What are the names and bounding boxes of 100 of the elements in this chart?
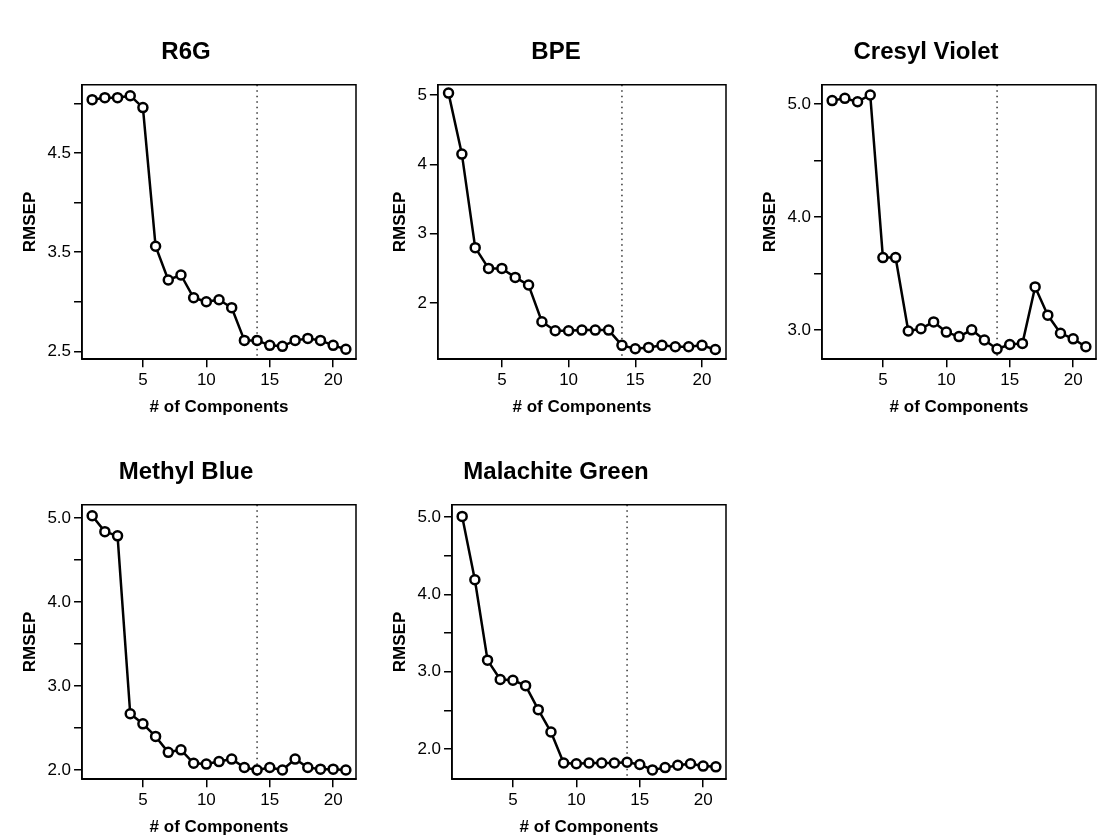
point bbox=[629, 343, 642, 355]
point bbox=[1016, 337, 1029, 350]
x-tick-label: 20 bbox=[323, 370, 343, 390]
y-tick-label: 3.5 bbox=[47, 241, 72, 261]
point bbox=[634, 758, 646, 771]
point bbox=[549, 325, 561, 337]
point bbox=[536, 316, 548, 328]
y-axis-title: RMSEP bbox=[19, 191, 39, 253]
point bbox=[496, 262, 508, 275]
point bbox=[522, 279, 535, 291]
y-tick-label: 5.0 bbox=[787, 93, 812, 113]
point bbox=[200, 295, 213, 308]
x-axis-title: # of Components bbox=[149, 397, 289, 417]
point bbox=[99, 525, 111, 538]
y-tick-label: 4.0 bbox=[417, 584, 442, 604]
point bbox=[314, 763, 327, 775]
point bbox=[482, 262, 495, 275]
point bbox=[589, 324, 602, 336]
point bbox=[327, 763, 339, 775]
point bbox=[545, 726, 557, 738]
point bbox=[187, 292, 200, 304]
point bbox=[646, 764, 659, 776]
point bbox=[696, 339, 708, 352]
y-tick-label: 5.0 bbox=[47, 507, 72, 527]
point bbox=[1029, 281, 1041, 293]
point bbox=[111, 91, 124, 104]
point bbox=[340, 764, 352, 776]
point bbox=[264, 761, 276, 774]
point bbox=[225, 301, 238, 314]
point bbox=[509, 271, 521, 284]
x-tick-label: 15 bbox=[625, 370, 645, 390]
point bbox=[978, 334, 991, 346]
point bbox=[682, 340, 695, 353]
point bbox=[456, 510, 468, 523]
point bbox=[162, 274, 175, 286]
point bbox=[851, 95, 864, 108]
x-tick-label: 20 bbox=[323, 790, 343, 810]
x-axis-title: # of Components bbox=[889, 397, 1029, 417]
point bbox=[124, 708, 136, 720]
point bbox=[991, 343, 1003, 355]
x-tick-label: 5 bbox=[508, 790, 518, 810]
point bbox=[1067, 333, 1079, 345]
point bbox=[340, 343, 352, 356]
point bbox=[570, 757, 583, 770]
y-tick-label: 4.5 bbox=[47, 142, 72, 162]
point bbox=[826, 94, 838, 107]
point bbox=[238, 761, 251, 774]
point bbox=[124, 89, 136, 102]
point bbox=[1042, 309, 1054, 321]
x-tick-label: 5 bbox=[138, 790, 148, 810]
point bbox=[576, 324, 588, 336]
x-axis-title: # of Components bbox=[512, 397, 652, 417]
point bbox=[1004, 338, 1016, 351]
point bbox=[669, 340, 682, 353]
point bbox=[1080, 341, 1092, 353]
point bbox=[481, 654, 494, 666]
point bbox=[314, 334, 327, 347]
chart-title: Cresyl Violet bbox=[853, 37, 999, 65]
point bbox=[456, 148, 468, 160]
point bbox=[149, 730, 162, 743]
point bbox=[927, 316, 940, 328]
point bbox=[889, 251, 902, 264]
y-tick-label: 3.0 bbox=[47, 675, 72, 695]
point bbox=[697, 760, 709, 772]
y-tick-label: 4.0 bbox=[47, 591, 72, 611]
x-tick-label: 5 bbox=[497, 370, 507, 390]
y-axis-title: RMSEP bbox=[19, 611, 39, 673]
x-tick-label: 5 bbox=[878, 370, 888, 390]
point bbox=[583, 757, 595, 769]
point bbox=[99, 91, 111, 104]
x-tick-label: 15 bbox=[260, 790, 280, 810]
x-tick-label: 5 bbox=[138, 370, 148, 390]
y-tick-label: 3 bbox=[417, 223, 427, 243]
y-tick-label: 3.0 bbox=[787, 319, 812, 339]
y-axis-title: RMSEP bbox=[759, 191, 779, 253]
x-tick-label: 10 bbox=[566, 790, 586, 810]
point bbox=[940, 326, 953, 338]
point bbox=[213, 294, 225, 306]
point bbox=[877, 251, 889, 264]
point bbox=[656, 339, 668, 352]
point bbox=[709, 343, 722, 356]
point bbox=[149, 240, 162, 253]
point bbox=[839, 92, 851, 105]
point bbox=[684, 757, 697, 770]
x-tick-label: 10 bbox=[196, 370, 216, 390]
point bbox=[251, 334, 263, 347]
point bbox=[86, 93, 98, 106]
y-tick-label: 2.0 bbox=[417, 738, 442, 758]
x-tick-label: 15 bbox=[630, 790, 650, 810]
point bbox=[302, 332, 314, 345]
point bbox=[595, 757, 608, 769]
y-tick-label: 2 bbox=[417, 292, 427, 312]
point bbox=[507, 674, 519, 687]
point bbox=[672, 759, 684, 772]
y-tick-label: 2.5 bbox=[47, 340, 72, 360]
point bbox=[902, 325, 915, 337]
point bbox=[621, 756, 633, 768]
y-axis-title: RMSEP bbox=[389, 191, 409, 253]
y-tick-label: 2.0 bbox=[47, 759, 72, 779]
point bbox=[864, 89, 876, 101]
